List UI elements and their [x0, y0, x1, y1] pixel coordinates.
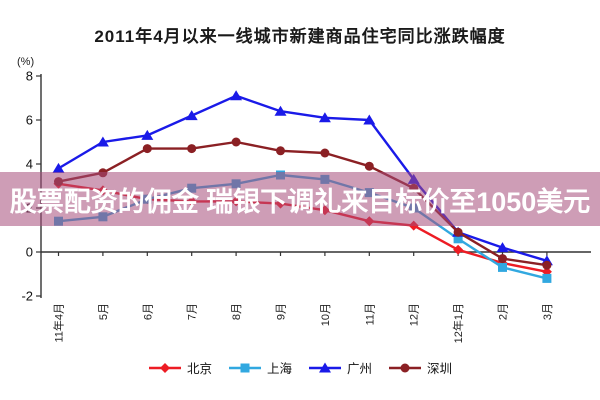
shanghai-square-marker-icon: [228, 363, 261, 372]
x-axis-category-label: 11月: [364, 303, 376, 325]
series-shenzhen: [54, 137, 552, 270]
data-point: [453, 234, 463, 244]
data-point: [274, 105, 287, 116]
y-axis-tick-label: 0: [26, 245, 33, 260]
data-point: [318, 112, 331, 123]
x-axis-category-label: 6月: [142, 303, 154, 320]
y-axis-tick-label: 8: [26, 69, 33, 84]
data-point: [187, 144, 197, 154]
chart-legend: 北京 上海 广州 深圳: [0, 358, 600, 377]
y-axis-tick-label: 6: [26, 113, 33, 128]
legend-item-shanghai: 上海: [228, 358, 292, 377]
data-point: [142, 144, 152, 154]
x-axis-category-label: 12月: [409, 303, 421, 326]
x-axis-category-label: 2月: [498, 303, 510, 320]
chart-title: 2011年4月以来一线城市新建商品住宅同比涨跌幅度: [94, 27, 506, 46]
data-point: [96, 136, 109, 147]
x-axis-category-label: 7月: [187, 303, 199, 320]
series-line-guangzhou: [57, 94, 548, 262]
legend-item-beijing: 北京: [148, 358, 212, 377]
legend-label-shenzhen: 深圳: [427, 362, 453, 376]
data-point: [364, 161, 374, 171]
x-axis-category-label: 11年4月: [52, 303, 66, 343]
data-point: [498, 254, 507, 264]
data-point: [52, 162, 65, 173]
x-axis-category-label: 5月: [98, 303, 110, 320]
x-axis-category-label: 3月: [542, 303, 554, 320]
y-axis-tick-label: 4: [26, 157, 33, 172]
data-point: [276, 146, 285, 156]
guangzhou-triangle-marker-icon: [309, 362, 341, 372]
data-point: [496, 242, 509, 253]
x-axis-category-label: 10月: [320, 303, 332, 326]
data-point: [498, 262, 507, 272]
data-point: [231, 137, 241, 147]
x-axis-category-label: 12年1月: [451, 303, 465, 343]
data-point: [159, 362, 170, 373]
legend-item-shenzhen: 深圳: [388, 358, 452, 377]
beijing-diamond-marker-icon: [148, 362, 181, 373]
data-point: [230, 90, 243, 101]
legend-label-beijing: 北京: [186, 362, 212, 376]
news-banner-overlay: 股票配资的佣金 瑞银下调礼来目标价至1050美元: [0, 172, 600, 226]
data-point: [240, 363, 250, 372]
data-point: [542, 260, 552, 270]
legend-item-guangzhou: 广州: [308, 358, 372, 377]
data-point: [185, 110, 198, 121]
data-point: [400, 363, 410, 372]
data-point: [363, 114, 376, 125]
x-axis-category-label: 9月: [276, 303, 288, 320]
x-axis-category-label: 8月: [231, 303, 243, 320]
legend-label-shanghai: 上海: [266, 362, 292, 376]
data-point: [320, 148, 330, 158]
y-axis-tick-label: -2: [21, 289, 33, 304]
news-banner-text: 股票配资的佣金 瑞银下调礼来目标价至1050美元: [9, 186, 591, 217]
data-point: [319, 362, 331, 372]
series-line-shenzhen: [58, 140, 548, 267]
data-point: [453, 227, 463, 237]
shenzhen-circle-marker-icon: [389, 363, 422, 372]
data-point: [141, 129, 154, 140]
data-point: [453, 244, 464, 255]
data-point: [542, 273, 552, 283]
legend-label-guangzhou: 广州: [347, 362, 373, 376]
y-axis-unit-label: (%): [17, 56, 35, 68]
